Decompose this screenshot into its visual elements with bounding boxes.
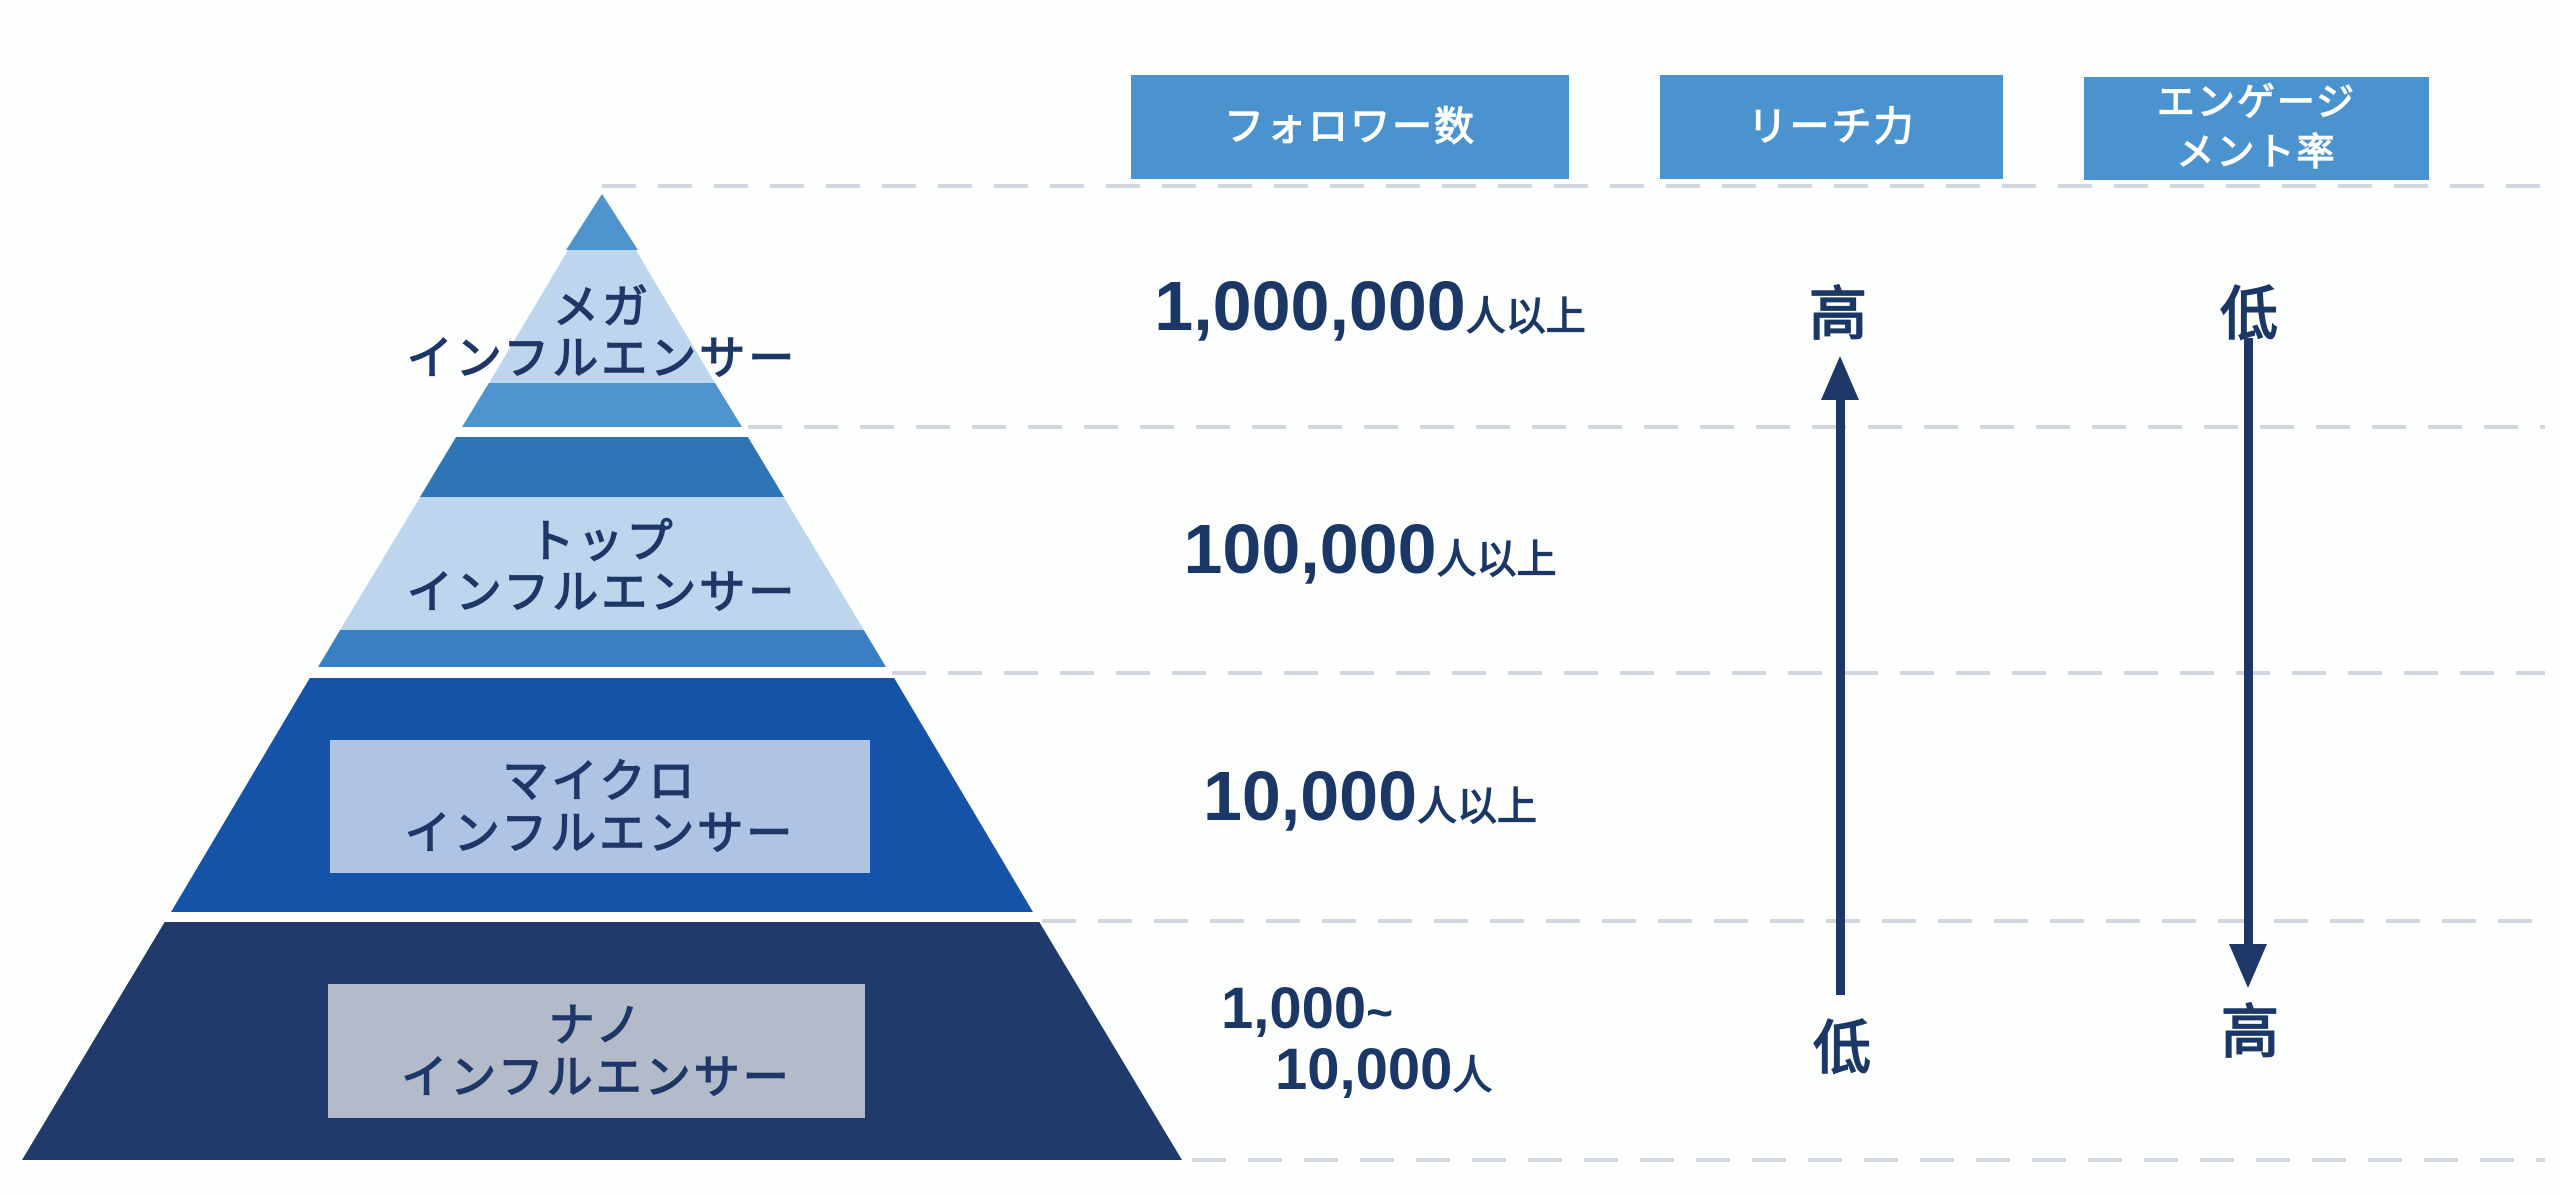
tier-label-box-micro: マイクロ インフルエンサー — [330, 740, 870, 873]
tier-label-micro-line1: マイクロ — [502, 754, 698, 807]
pyramid-tier1-apex-band — [566, 194, 638, 250]
reach-arrow-up-icon — [1821, 356, 1859, 400]
followers-row-mega: 1,000,000人以上 — [1140, 271, 1600, 352]
tier-label-box-nano: ナノ インフルエンサー — [328, 984, 865, 1118]
tier-label-mega-line1: メガ — [553, 281, 651, 333]
tier-label-micro-line2: インフルエンサー — [404, 806, 796, 859]
header-engagement: エンゲージ メント率 — [2084, 77, 2429, 180]
pyramid-tier2-top-band — [420, 437, 784, 497]
followers-mega-suffix: 人以上 — [1465, 295, 1586, 339]
followers-mega-value: 1,000,000 — [1154, 267, 1466, 345]
engagement-high-label: 高 — [2220, 1000, 2279, 1065]
separator-tier2-tier3 — [892, 671, 2545, 675]
pyramid-tier2-light-band — [340, 497, 864, 630]
reach-high-label: 高 — [1808, 282, 1867, 347]
range-tilde: ~ — [1366, 986, 1394, 1038]
tier-label-top-line1: トップ — [528, 515, 676, 567]
engagement-low-label: 低 — [2219, 282, 2278, 347]
header-reach: リーチ力 — [1660, 75, 2003, 179]
tier-label-mega-line2: インフルエンサー — [406, 332, 798, 384]
separator-bottom — [1192, 1158, 2545, 1162]
header-engagement-label-line2: メント率 — [2176, 131, 2337, 174]
tier-label-mega: メガ インフルエンサー — [302, 282, 902, 384]
followers-top-suffix: 人以上 — [1436, 538, 1557, 582]
separator-tier1-tier2 — [748, 425, 2545, 429]
tier-label-top: トップ インフルエンサー — [302, 516, 902, 618]
followers-micro-value: 10,000 — [1202, 757, 1418, 835]
followers-nano-line2: 10,000人 — [1275, 1037, 1493, 1102]
header-followers-label: フォロワー数 — [1224, 105, 1476, 149]
separator-tier3-tier4 — [1042, 919, 2545, 923]
header-reach-label: リーチ力 — [1747, 105, 1916, 149]
tier-label-nano-line1: ナノ — [548, 999, 645, 1051]
followers-row-top: 100,000人以上 — [1140, 514, 1600, 595]
reach-arrow-shaft — [1836, 398, 1845, 995]
engagement-arrow-shaft — [2244, 338, 2253, 944]
header-followers: フォロワー数 — [1131, 75, 1569, 179]
followers-row-micro: 10,000人以上 — [1140, 761, 1600, 842]
tier-label-top-line2: インフルエンサー — [406, 566, 798, 618]
tier-label-nano-line2: インフルエンサー — [401, 1051, 792, 1103]
header-engagement-label-line1: エンゲージ — [2156, 82, 2357, 125]
pyramid-tier1-bottom-band — [462, 383, 742, 427]
pyramid-tier2-bottom-band — [318, 630, 886, 667]
followers-top-value: 100,000 — [1183, 510, 1437, 588]
followers-micro-suffix: 人以上 — [1417, 785, 1538, 829]
reach-low-label: 低 — [1812, 1016, 1871, 1081]
engagement-arrow-down-icon — [2229, 944, 2267, 988]
separator-top — [602, 184, 2545, 188]
followers-nano-line1: 1,000~ — [1221, 976, 1394, 1041]
followers-row-nano: 1,000~ 10,000人 — [1221, 980, 1492, 1105]
